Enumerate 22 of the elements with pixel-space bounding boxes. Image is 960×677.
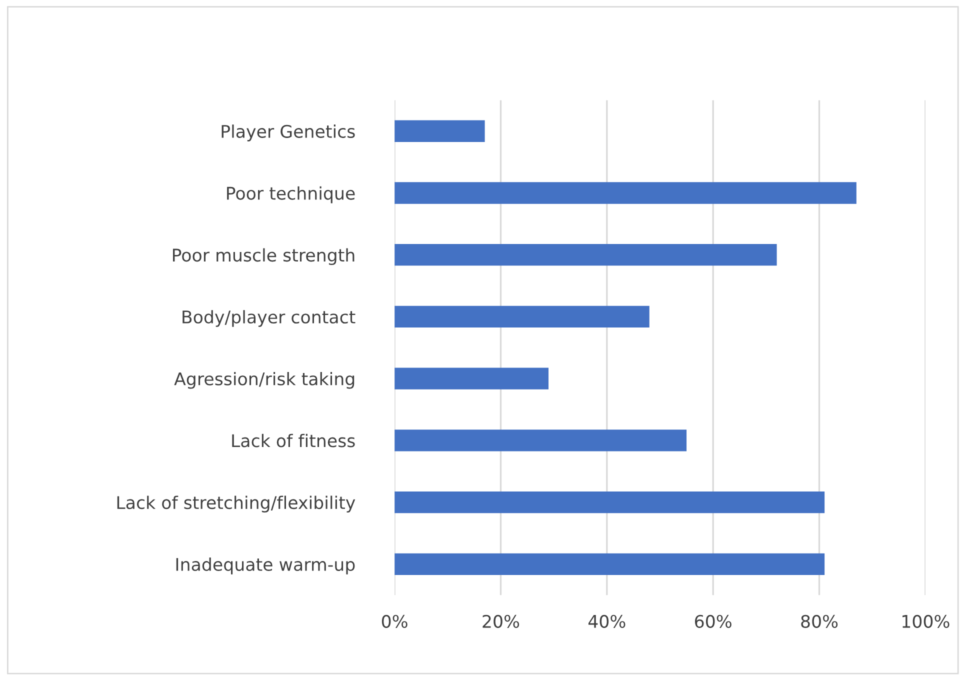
y-tick-label: Player Genetics [222,124,355,142]
bar [394,120,485,142]
x-tick-label: 80% [801,614,838,628]
bar [394,244,777,266]
bar [394,182,856,204]
x-tick-label: 0% [382,614,408,628]
y-tick-label: Body/player contact [182,310,356,327]
bar [394,491,825,514]
y-tick-label: Inadequate warm-up [176,558,355,574]
y-tick-label: Lack of stretching/flexibility [117,496,356,512]
y-tick-label: Agression/risk taking [174,372,354,389]
bar [394,553,825,575]
y-tick-label: Poor muscle strength [172,248,354,266]
x-tick-label: 20% [482,614,520,628]
x-tick-label: 100% [902,614,950,628]
bar [394,368,549,390]
bar [394,430,687,452]
y-tick-label: Poor technique [227,186,355,204]
bar [394,306,650,328]
x-tick-label: 60% [695,614,732,628]
y-tick-label: Lack of fitness [232,434,355,448]
x-tick-label: 40% [588,614,626,628]
